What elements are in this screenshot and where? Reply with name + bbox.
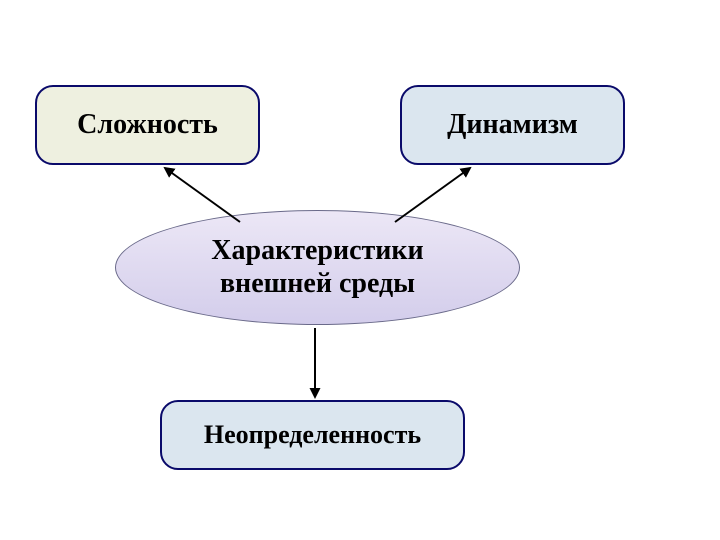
diagram-stage: Сложность Динамизм Характеристики внешне…: [0, 0, 720, 540]
node-center-label-line2: внешней среды: [211, 268, 423, 300]
arrow-center-to-complexity: [165, 168, 240, 222]
node-center-label: Характеристики внешней среды: [211, 235, 423, 299]
node-dynamism: Динамизм: [400, 85, 625, 165]
node-complexity: Сложность: [35, 85, 260, 165]
node-center: Характеристики внешней среды: [115, 210, 520, 325]
node-uncertainty-label: Неопределенность: [204, 420, 421, 450]
arrow-center-to-dynamism: [395, 168, 470, 222]
node-center-label-line1: Характеристики: [211, 235, 423, 267]
node-dynamism-label: Динамизм: [447, 109, 578, 141]
node-uncertainty: Неопределенность: [160, 400, 465, 470]
node-complexity-label: Сложность: [77, 109, 218, 141]
